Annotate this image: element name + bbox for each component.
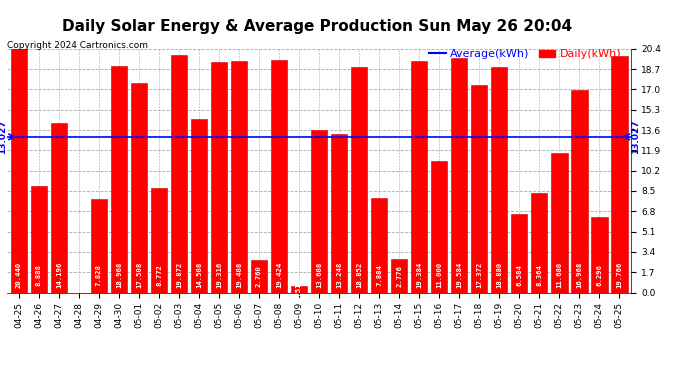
Bar xyxy=(571,90,587,292)
Text: 8.364: 8.364 xyxy=(536,264,542,285)
Text: 13.027: 13.027 xyxy=(631,120,640,154)
Bar xyxy=(491,67,507,292)
Text: 11.680: 11.680 xyxy=(556,261,562,288)
Text: 17.508: 17.508 xyxy=(136,261,142,288)
Bar xyxy=(271,60,287,292)
Bar xyxy=(591,217,607,292)
Bar xyxy=(351,67,367,292)
Bar xyxy=(531,193,547,292)
Text: 13.027: 13.027 xyxy=(0,120,7,154)
Bar xyxy=(191,119,207,292)
Text: 18.852: 18.852 xyxy=(356,261,362,288)
Bar xyxy=(11,48,27,292)
Text: 2.776: 2.776 xyxy=(396,265,402,287)
Text: 19.408: 19.408 xyxy=(236,261,242,288)
Text: 7.828: 7.828 xyxy=(96,264,102,285)
Text: 11.000: 11.000 xyxy=(436,261,442,288)
Text: 19.766: 19.766 xyxy=(616,261,622,288)
Bar xyxy=(31,186,47,292)
Bar xyxy=(511,214,527,292)
Bar xyxy=(451,58,467,292)
Text: Daily Solar Energy & Average Production Sun May 26 20:04: Daily Solar Energy & Average Production … xyxy=(62,19,573,34)
Bar xyxy=(611,56,627,292)
Bar xyxy=(331,134,347,292)
Bar xyxy=(251,260,267,292)
Text: 19.316: 19.316 xyxy=(216,261,222,288)
Text: 18.968: 18.968 xyxy=(116,261,122,288)
Text: 13.248: 13.248 xyxy=(336,261,342,288)
Bar xyxy=(91,199,107,292)
Text: 6.584: 6.584 xyxy=(516,264,522,285)
Bar xyxy=(431,161,447,292)
Bar xyxy=(371,198,387,292)
Bar xyxy=(231,61,247,292)
Text: 19.584: 19.584 xyxy=(456,261,462,288)
Text: 6.296: 6.296 xyxy=(596,264,602,285)
Text: Copyright 2024 Cartronics.com: Copyright 2024 Cartronics.com xyxy=(7,41,148,50)
Bar xyxy=(471,85,487,292)
Text: 19.384: 19.384 xyxy=(416,261,422,288)
Bar xyxy=(211,62,227,292)
Bar xyxy=(51,123,67,292)
Bar xyxy=(151,188,167,292)
Bar xyxy=(391,260,407,292)
Legend: Average(kWh), Daily(kWh): Average(kWh), Daily(kWh) xyxy=(425,45,626,64)
Bar xyxy=(111,66,127,292)
Text: 13.608: 13.608 xyxy=(316,261,322,288)
Text: 20.440: 20.440 xyxy=(16,261,22,288)
Bar xyxy=(311,130,327,292)
Text: 14.196: 14.196 xyxy=(56,261,62,288)
Text: 18.880: 18.880 xyxy=(496,261,502,288)
Text: 8.888: 8.888 xyxy=(36,264,42,285)
Text: 19.872: 19.872 xyxy=(176,261,182,288)
Bar xyxy=(551,153,567,292)
Text: 17.372: 17.372 xyxy=(476,261,482,288)
Text: 16.968: 16.968 xyxy=(576,261,582,288)
Bar xyxy=(131,83,147,292)
Text: 7.884: 7.884 xyxy=(376,264,382,285)
Text: 2.760: 2.760 xyxy=(256,265,262,287)
Bar xyxy=(291,286,307,292)
Text: 0.512: 0.512 xyxy=(296,279,302,300)
Bar xyxy=(411,61,427,292)
Text: 19.424: 19.424 xyxy=(276,261,282,288)
Bar xyxy=(171,55,187,292)
Text: 8.772: 8.772 xyxy=(156,264,162,285)
Text: 14.508: 14.508 xyxy=(196,261,202,288)
